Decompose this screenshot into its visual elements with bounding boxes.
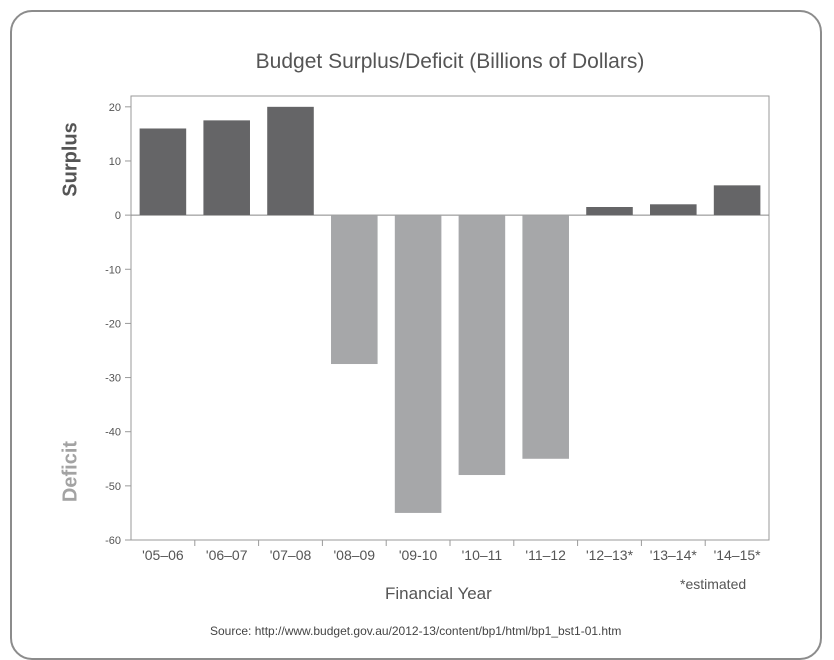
x-tick-label: '13–14*: [650, 547, 698, 563]
x-tick-label: '05–06: [142, 547, 184, 563]
bar: [458, 215, 506, 476]
y-tick-label: -30: [105, 373, 121, 385]
source-note: Source: http://www.budget.gov.au/2012-13…: [210, 624, 622, 638]
bar: [650, 204, 697, 216]
bar: [713, 185, 761, 216]
bar: [586, 207, 633, 216]
x-tick-label: '12–13*: [586, 547, 634, 563]
x-tick-label: '10–11: [462, 547, 503, 563]
x-tick-label: '07–08: [270, 547, 312, 563]
x-tick-label: '14–15*: [714, 547, 762, 563]
estimated-note: *estimated: [680, 576, 747, 592]
y-tick-label: 0: [115, 210, 121, 222]
x-axis-title: Financial Year: [385, 584, 492, 603]
y-tick-label: -20: [105, 318, 121, 330]
chart-title: Budget Surplus/Deficit (Billions of Doll…: [255, 50, 645, 73]
bar: [203, 120, 250, 216]
bar: [522, 215, 569, 459]
y-tick-label: 10: [109, 156, 121, 168]
y-tick-label: 20: [109, 102, 121, 114]
y-tick-label: -40: [105, 427, 121, 439]
bar: [331, 215, 378, 365]
x-tick-label: '06–07: [206, 547, 248, 563]
y-tick-label: -10: [105, 264, 121, 276]
y-tick-label: -60: [105, 535, 121, 547]
bar: [139, 128, 187, 216]
y-tick-label: -50: [105, 481, 121, 493]
bar: [394, 215, 442, 513]
bar: [267, 106, 314, 216]
x-tick-label: '08–09: [333, 547, 375, 563]
bar-chart: 20 10 0 -10 -20 -30 -40 -50 -60 '05–06 '06–07 '07–0…: [105, 95, 770, 563]
x-tick-label: '09-10: [399, 547, 438, 563]
x-tick-label: '11–12: [525, 547, 566, 563]
